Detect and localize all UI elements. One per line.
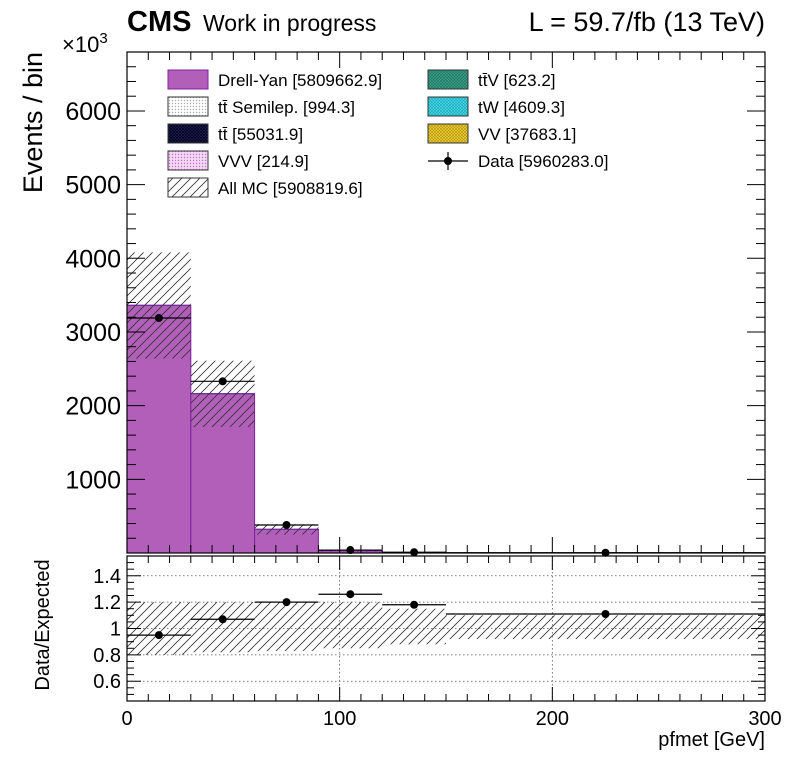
y-exponent-base: ×10 [62, 32, 99, 57]
ratio-y-axis-title: Data/Expected [32, 559, 54, 690]
mc-unc-band-2 [254, 524, 319, 535]
main-ytick-label-5: 6000 [65, 98, 121, 126]
data-point-0 [154, 313, 163, 322]
ratio-xtick-label-3: 300 [748, 708, 781, 730]
main-ytick-label-4: 5000 [65, 172, 121, 200]
legend-swatch-3 [167, 150, 209, 171]
main-panel: 1000 2000 3000 4000 5000 6000 [65, 51, 766, 557]
main-ytick-label-0: 1000 [65, 466, 121, 494]
legend-label-6: tW [4609.3] [478, 98, 565, 117]
y-exponent: ×103 [62, 30, 108, 57]
ratio-point-0 [154, 631, 163, 640]
legend-label-5: tt̄V [623.2] [478, 71, 556, 90]
ratio-xtick-label-2: 200 [536, 708, 569, 730]
ratio-unc-band-5 [446, 615, 765, 640]
ratio-point-2 [282, 598, 291, 607]
ratio-xtick-label-0: 0 [121, 708, 132, 730]
legend: Drell-Yan [5809662.9] tt̄ Semilep. [994.3… [167, 69, 608, 198]
legend-swatch-0 [167, 69, 209, 90]
legend-marker-8 [444, 157, 452, 165]
ratio-ytick-label-4: 1.4 [93, 566, 121, 588]
y-exponent-power: 3 [99, 30, 107, 47]
ratio-point-3 [346, 590, 355, 599]
ratio-unc-band-2 [254, 602, 319, 651]
legend-label-4: All MC [5908819.6] [218, 179, 363, 198]
ratio-ytick-label-3: 1.2 [93, 592, 121, 614]
legend-label-1: tt̄ Semilep. [994.3] [218, 98, 355, 117]
mc-unc-band-1 [190, 360, 255, 428]
ratio-xtick-label-1: 100 [323, 708, 356, 730]
main-ytick-label-3: 4000 [65, 245, 121, 273]
x-axis-title: pfmet [GeV] [658, 729, 765, 751]
legend-label-3: VVV [214.9] [218, 152, 309, 171]
legend-swatch-2 [167, 123, 209, 144]
legend-label-8: Data [5960283.0] [478, 152, 608, 171]
ratio-point-4 [410, 600, 419, 609]
ratio-unc-band-3 [318, 602, 383, 649]
ratio-unc-band-1 [190, 602, 255, 653]
data-point-1 [218, 377, 227, 386]
legend-label-2: tt̄ [55031.9] [218, 125, 303, 144]
legend-label-0: Drell-Yan [5809662.9] [218, 71, 382, 90]
main-ytick-label-2: 3000 [65, 319, 121, 347]
ratio-panel: 0.6 0.8 1 1.2 1.4 0 100 200 300 [93, 555, 782, 730]
cms-label: CMS [127, 6, 191, 38]
ratio-point-5 [601, 610, 610, 618]
ratio-unc-band-4 [382, 608, 446, 645]
lumi-label: L = 59.7/fb (13 TeV) [529, 7, 765, 37]
status-label: Work in progress [203, 10, 376, 36]
legend-swatch-4 [167, 177, 209, 198]
main-ytick-label-1: 2000 [65, 393, 121, 421]
ratio-ytick-label-2: 1 [110, 619, 121, 641]
data-point-2 [282, 521, 291, 530]
legend-swatch-7 [427, 123, 469, 144]
ratio-ytick-label-0: 0.6 [93, 671, 121, 693]
data-point-4 [410, 548, 419, 557]
legend-swatch-5 [427, 69, 469, 90]
mc-unc-band-0 [127, 252, 191, 359]
legend-swatch-1 [167, 96, 209, 117]
y-axis-title: Events / bin [18, 52, 48, 193]
legend-swatch-6 [427, 96, 469, 117]
ratio-ytick-label-1: 0.8 [93, 645, 121, 667]
ratio-point-1 [218, 615, 227, 624]
legend-label-7: VV [37683.1] [478, 125, 576, 144]
data-point-3 [346, 546, 355, 555]
